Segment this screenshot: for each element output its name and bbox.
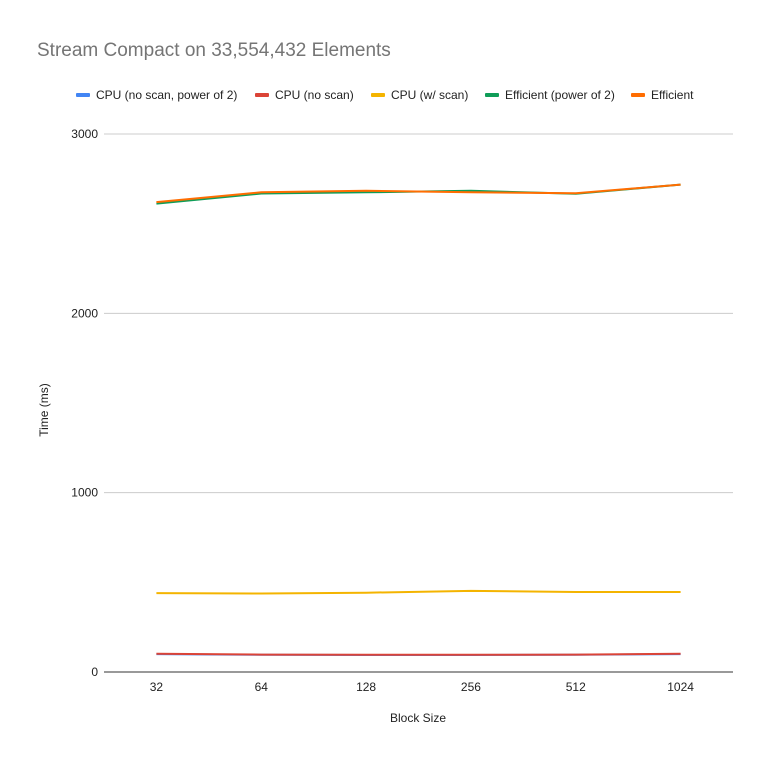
legend-swatch [485, 93, 499, 97]
series-lines [156, 183, 681, 656]
x-axis-title: Block Size [390, 711, 446, 725]
legend-swatch [255, 93, 269, 97]
y-tick-label: 3000 [71, 127, 98, 141]
legend-label: CPU (w/ scan) [391, 88, 468, 102]
series-line [156, 589, 681, 595]
legend-swatch [371, 93, 385, 97]
legend-label: Efficient [651, 88, 694, 102]
series-line [156, 183, 681, 204]
y-tick-label: 0 [91, 665, 98, 679]
legend-swatch [76, 93, 90, 97]
x-tick-label: 1024 [667, 680, 694, 694]
legend-item: Efficient [631, 88, 694, 102]
legend-item: CPU (no scan, power of 2) [76, 88, 237, 102]
x-tick-label: 512 [566, 680, 586, 694]
series-line [156, 652, 681, 656]
legend-item: CPU (no scan) [255, 88, 354, 102]
y-tick-label: 2000 [71, 306, 98, 320]
legend-label: CPU (no scan) [275, 88, 354, 102]
x-tick-label: 256 [461, 680, 481, 694]
x-tick-label: 64 [255, 680, 269, 694]
legend: CPU (no scan, power of 2) CPU (no scan) CP… [76, 88, 694, 102]
x-tick-label: 32 [150, 680, 164, 694]
legend-swatch [631, 93, 645, 97]
y-axis-title: Time (ms) [37, 383, 51, 437]
legend-label: CPU (no scan, power of 2) [96, 88, 237, 102]
gridlines [104, 133, 733, 673]
legend-item: CPU (w/ scan) [371, 88, 468, 102]
x-tick-label: 128 [356, 680, 376, 694]
x-axis-ticks: 32 64 128 256 512 1024 [150, 680, 695, 694]
legend-item: Efficient (power of 2) [485, 88, 615, 102]
chart-title: Stream Compact on 33,554,432 Elements [37, 40, 391, 61]
y-axis-ticks: 0 1000 2000 3000 [71, 127, 98, 679]
y-tick-label: 1000 [71, 486, 98, 500]
legend-label: Efficient (power of 2) [505, 88, 615, 102]
